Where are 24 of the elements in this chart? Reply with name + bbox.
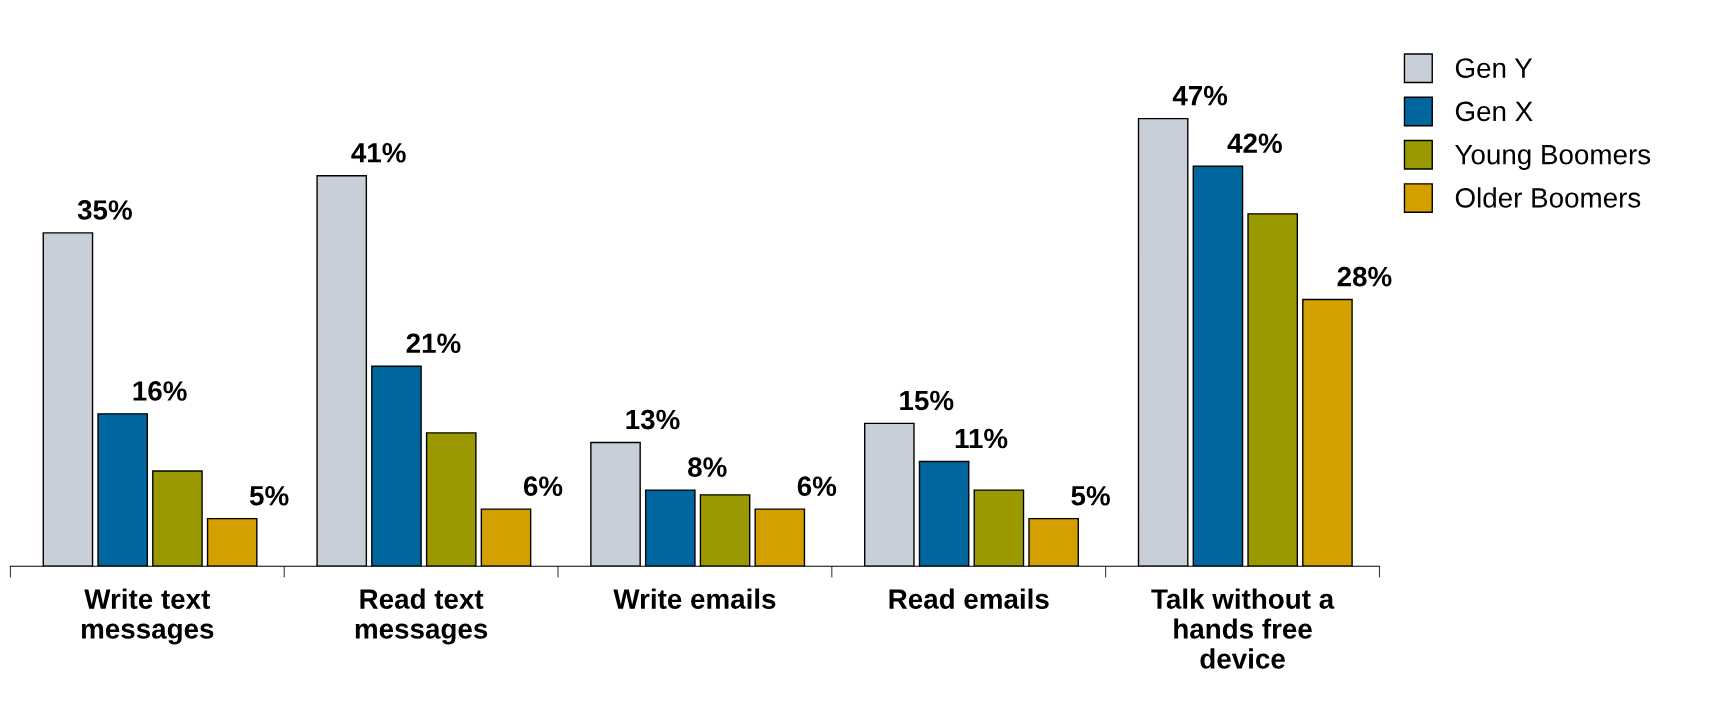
legend-label: Young Boomers: [1455, 145, 1651, 170]
data-label: 5%: [1071, 485, 1110, 506]
data-label: 41%: [351, 143, 406, 163]
data-label: 28%: [1337, 266, 1392, 287]
x-tick-label: Write text messages: [81, 588, 214, 645]
data-label: 11%: [955, 428, 1008, 449]
x-tick-label: Write emails: [613, 588, 776, 609]
data-label: 21%: [406, 333, 461, 354]
data-label: 8%: [688, 457, 727, 477]
data-label: 15%: [900, 390, 954, 411]
data-label: 35%: [77, 200, 132, 220]
data-label: 6%: [797, 476, 837, 497]
data-label: 13%: [626, 409, 680, 430]
legend-label: Older Boomers: [1455, 187, 1641, 208]
x-tick-label: Read emails: [889, 588, 1049, 609]
x-tick-label: Talk without a hands free device: [1151, 588, 1335, 669]
data-label: 6%: [523, 476, 563, 497]
data-label: 47%: [1172, 85, 1228, 106]
data-label: 16%: [133, 381, 187, 401]
data-label: 42%: [1227, 133, 1282, 154]
legend-label: Gen X: [1455, 101, 1533, 122]
legend-label: Gen Y: [1455, 58, 1533, 78]
x-tick-label: Read text messages: [355, 588, 488, 645]
data-label: 5%: [249, 485, 289, 506]
